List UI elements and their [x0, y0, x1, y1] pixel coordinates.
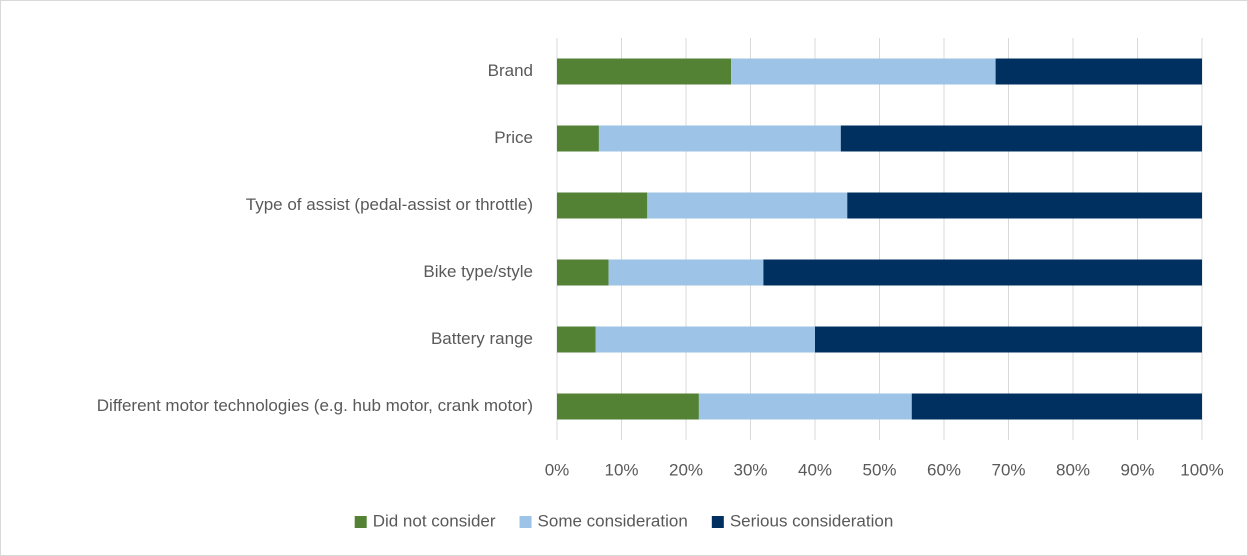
bar-segment — [557, 393, 699, 420]
bar-segment — [598, 125, 841, 152]
y-tick-label: Price — [494, 128, 533, 147]
x-tick-label: 30% — [733, 460, 767, 479]
x-tick-label: 50% — [862, 460, 896, 479]
y-tick-label: Battery range — [431, 329, 533, 348]
x-tick-label: 90% — [1120, 460, 1154, 479]
bar-segment — [557, 259, 609, 286]
bar-segment — [995, 58, 1202, 85]
legend-label: Did not consider — [373, 511, 496, 530]
bar-segment — [557, 125, 599, 152]
legend-swatch — [519, 516, 532, 528]
x-tick-label: 80% — [1056, 460, 1090, 479]
bar-segment — [911, 393, 1202, 420]
x-tick-label: 60% — [927, 460, 961, 479]
bar-segment — [557, 326, 596, 353]
legend-label: Some consideration — [538, 511, 688, 530]
y-tick-label: Brand — [488, 61, 533, 80]
bar-segment — [608, 259, 764, 286]
bar-segment — [731, 58, 996, 85]
legend-swatch — [711, 516, 724, 528]
bar-segment — [815, 326, 1202, 353]
bar-segment — [698, 393, 912, 420]
y-tick-label: Different motor technologies (e.g. hub m… — [97, 396, 533, 415]
y-tick-label: Bike type/style — [423, 262, 533, 281]
x-tick-label: 100% — [1180, 460, 1223, 479]
x-tick-label: 10% — [604, 460, 638, 479]
bar-segment — [647, 192, 848, 219]
x-tick-label: 40% — [798, 460, 832, 479]
bar-segment — [847, 192, 1202, 219]
bar-segment — [557, 58, 732, 85]
bar-segment — [557, 192, 648, 219]
legend-label: Serious consideration — [730, 511, 893, 530]
x-tick-label: 0% — [545, 460, 570, 479]
x-tick-label: 20% — [669, 460, 703, 479]
x-tick-label: 70% — [991, 460, 1025, 479]
bar-segment — [595, 326, 815, 353]
legend-swatch — [354, 516, 367, 528]
y-tick-label: Type of assist (pedal-assist or throttle… — [246, 195, 533, 214]
bar-segment — [840, 125, 1202, 152]
bar-segment — [763, 259, 1202, 286]
